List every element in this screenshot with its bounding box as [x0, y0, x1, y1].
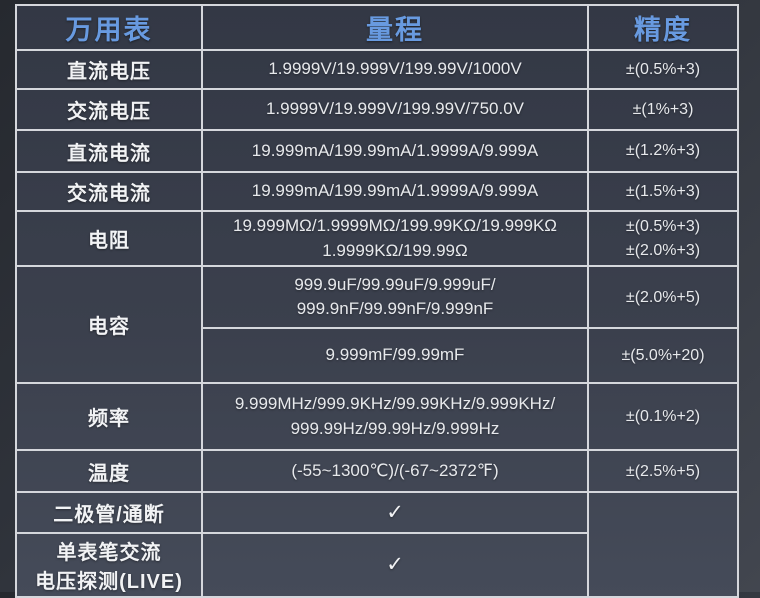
row-label-dc-voltage: 直流电压	[15, 49, 203, 90]
row-label-capacitance: 电容	[15, 265, 203, 385]
header-accuracy: 精度	[587, 4, 739, 51]
accuracy-cell: ±(2.0%+5)	[587, 265, 739, 330]
range-line: 19.999MΩ/1.9999MΩ/199.99KΩ/19.999KΩ	[233, 216, 557, 235]
table-row-frequency: 频率 9.999MHz/999.9KHz/99.99KHz/9.999KHz/ …	[15, 382, 739, 452]
check-mark: ✓	[201, 532, 589, 598]
range-line: 999.9nF/99.99nF/9.999nF	[296, 299, 494, 319]
table-row-diode-continuity: 二极管/通断 ✓	[15, 491, 739, 598]
row-label-diode-continuity: 二极管/通断	[15, 491, 203, 535]
header-multimeter: 万用表	[15, 4, 203, 51]
row-label-temperature: 温度	[15, 449, 203, 494]
accuracy-cell: ±(1%+3)	[587, 88, 739, 131]
header-range: 量程	[201, 4, 589, 51]
table-row-ac-current: 交流电流 19.999mA/199.99mA/1.9999A/9.999A ±(…	[15, 171, 739, 212]
range-cell: 1.9999V/19.999V/199.99V/750.0V	[201, 88, 589, 131]
range-cell: 19.999mA/199.99mA/1.9999A/9.999A	[201, 171, 589, 212]
accuracy-cell: ±(1.2%+3)	[587, 129, 739, 173]
row-label-ac-voltage: 交流电压	[15, 88, 203, 131]
table-row-dc-current: 直流电流 19.999mA/199.99mA/1.9999A/9.999A ±(…	[15, 129, 739, 173]
range-cell: 9.999mF/99.99mF	[201, 327, 589, 385]
table-row-capacitance-1: 电容 999.9uF/99.99uF/9.999uF/ 999.9nF/99.9…	[15, 265, 739, 385]
row-label-live-detection: 单表笔交流 电压探测(LIVE)	[15, 532, 203, 598]
table-row-ac-voltage: 交流电压 1.9999V/19.999V/199.99V/750.0V ±(1%…	[15, 88, 739, 131]
row-label-frequency: 频率	[15, 382, 203, 452]
accuracy-line: ±(2.0%+3)	[625, 241, 701, 259]
table-row-temperature: 温度 (-55~1300℃)/(-67~2372℉) ±(2.5%+5)	[15, 449, 739, 494]
accuracy-cell-empty	[587, 491, 739, 598]
accuracy-cell: ±(0.1%+2)	[587, 382, 739, 452]
range-cell: 19.999MΩ/1.9999MΩ/199.99KΩ/19.999KΩ 1.99…	[201, 209, 589, 268]
row-label-dc-current: 直流电流	[15, 129, 203, 173]
range-cell: (-55~1300℃)/(-67~2372℉)	[201, 449, 589, 494]
range-line: 999.9uF/99.99uF/9.999uF/	[294, 274, 496, 294]
label-line: 单表笔交流	[56, 542, 162, 565]
row-label-resistance: 电阻	[15, 209, 203, 268]
accuracy-cell: ±(5.0%+20)	[587, 327, 739, 385]
table-row-dc-voltage: 直流电压 1.9999V/19.999V/199.99V/1000V ±(0.5…	[15, 49, 739, 90]
check-mark: ✓	[201, 491, 589, 535]
label-line: 电压探测(LIVE)	[35, 571, 183, 594]
range-line: 999.99Hz/99.99Hz/9.999Hz	[290, 418, 500, 438]
range-cell: 1.9999V/19.999V/199.99V/1000V	[201, 49, 589, 90]
table-row-resistance: 电阻 19.999MΩ/1.9999MΩ/199.99KΩ/19.999KΩ 1…	[15, 209, 739, 268]
range-line: 9.999MHz/999.9KHz/99.99KHz/9.999KHz/	[234, 394, 556, 414]
accuracy-line: ±(0.5%+3)	[625, 218, 701, 236]
row-label-ac-current: 交流电流	[15, 171, 203, 212]
range-cell: 999.9uF/99.99uF/9.999uF/ 999.9nF/99.99nF…	[201, 265, 589, 330]
accuracy-cell: ±(2.5%+5)	[587, 449, 739, 494]
multimeter-spec-table: 万用表 量程 精度 直流电压 1.9999V/19.999V/199.99V/1…	[15, 4, 739, 598]
table-row-live-detection: 单表笔交流 电压探测(LIVE) ✓	[15, 532, 738, 598]
accuracy-cell: ±(0.5%+3)	[587, 49, 739, 90]
table-row-capacitance-2: 9.999mF/99.99mF ±(5.0%+20)	[16, 327, 739, 385]
range-line: 1.9999KΩ/199.99Ω	[322, 240, 468, 260]
range-cell: 9.999MHz/999.9KHz/99.99KHz/9.999KHz/ 999…	[201, 382, 589, 452]
range-cell: 19.999mA/199.99mA/1.9999A/9.999A	[201, 129, 589, 173]
accuracy-cell: ±(1.5%+3)	[587, 171, 739, 212]
header-row: 万用表 量程 精度	[15, 4, 739, 51]
accuracy-cell: ±(0.5%+3) ±(2.0%+3)	[587, 209, 739, 268]
